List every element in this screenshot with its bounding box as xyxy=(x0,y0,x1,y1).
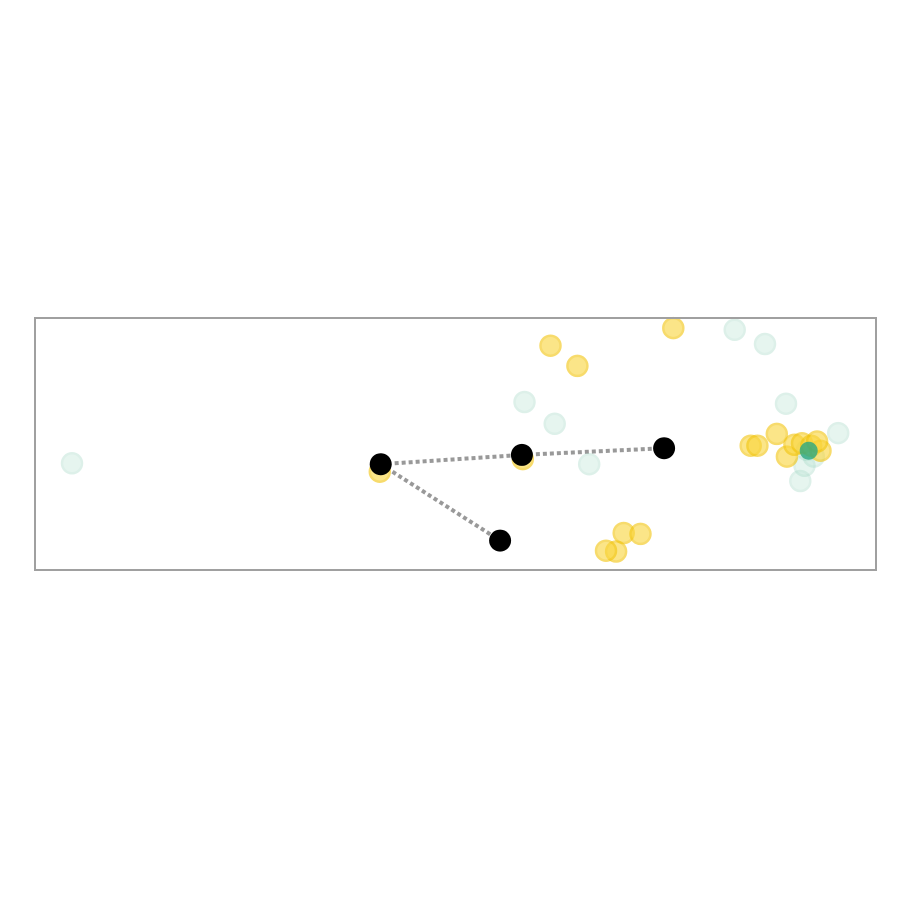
scatter-point-series-1 xyxy=(577,452,601,476)
scatter-point-series-1 xyxy=(60,452,84,475)
center-point xyxy=(653,437,676,460)
center-point xyxy=(369,453,392,476)
scatter-point-series-2 xyxy=(594,539,618,562)
connector-line xyxy=(379,462,502,543)
scatter-point-series-2 xyxy=(539,334,562,357)
scatter-point-series-1 xyxy=(774,392,798,415)
scatter-point-series-1 xyxy=(789,469,812,493)
scatter-point-series-2 xyxy=(765,422,789,446)
scatter-point-series-2 xyxy=(662,316,685,340)
highlight-points xyxy=(799,441,818,460)
scatter-series xyxy=(60,316,850,563)
plot-frame xyxy=(34,317,877,571)
scatter-point-series-2 xyxy=(566,354,589,378)
center-points xyxy=(369,437,676,552)
scatter-point-series-1 xyxy=(826,421,850,445)
highlight-point xyxy=(799,441,818,460)
connector-lines xyxy=(379,446,665,543)
connector-line xyxy=(380,452,523,467)
scatter-point-series-1 xyxy=(723,318,746,342)
scatter-point-series-2 xyxy=(629,522,652,546)
scatter-point-series-2 xyxy=(746,434,769,457)
scatter-point-series-1 xyxy=(513,390,536,414)
center-point xyxy=(489,529,512,552)
connector-line xyxy=(521,446,665,457)
scatter-point-series-1 xyxy=(543,412,566,436)
center-point xyxy=(510,443,533,466)
scatter-point-series-1 xyxy=(753,332,777,356)
